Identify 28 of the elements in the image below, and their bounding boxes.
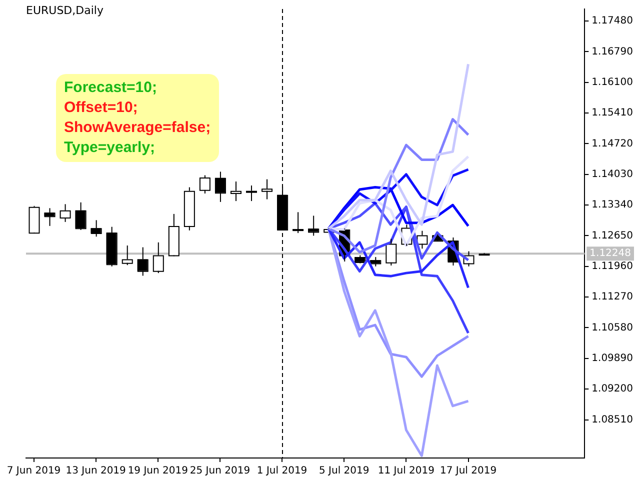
x-tick-label: 7 Jun 2019: [6, 466, 61, 477]
x-tick-label: 25 Jun 2019: [190, 466, 250, 477]
y-tick-label: 1.17480: [592, 16, 634, 27]
x-tick-label: 17 Jul 2019: [440, 466, 497, 477]
y-tick-label: 1.15410: [592, 108, 634, 119]
y-tick-label: 1.16100: [592, 76, 634, 88]
annotation: Forecast=10;: [64, 78, 158, 98]
y-tick-label: 1.16790: [592, 46, 634, 58]
annotation: ShowAverage=false;: [64, 118, 211, 138]
x-tick-label: 13 Jun 2019: [66, 466, 126, 477]
chart-title: EURUSD,Daily: [26, 4, 104, 17]
y-tick-label: 1.14720: [592, 138, 634, 150]
annotation: Type=yearly;: [64, 138, 156, 158]
y-tick-label: 1.11270: [592, 292, 634, 303]
y-tick-label: 1.08510: [592, 414, 634, 426]
y-tick-label: 1.10580: [592, 322, 634, 334]
y-tick-label: 1.09200: [592, 384, 634, 395]
y-tick-label: 1.13340: [592, 200, 634, 211]
y-tick-label: 1.11960: [592, 260, 634, 272]
x-tick-label: 19 Jun 2019: [128, 466, 188, 477]
ref-line-label: 1.12248: [590, 248, 632, 260]
y-tick-label: 1.12650: [592, 230, 634, 242]
y-tick-label: 1.14030: [592, 168, 634, 180]
x-tick-label: 5 Jul 2019: [319, 466, 370, 477]
y-tick-label: 1.09890: [592, 353, 634, 364]
annotation: Offset=10;: [64, 98, 139, 118]
x-tick-label: 11 Jul 2019: [378, 466, 434, 477]
x-tick-label: 1 Jul 2019: [256, 466, 308, 477]
